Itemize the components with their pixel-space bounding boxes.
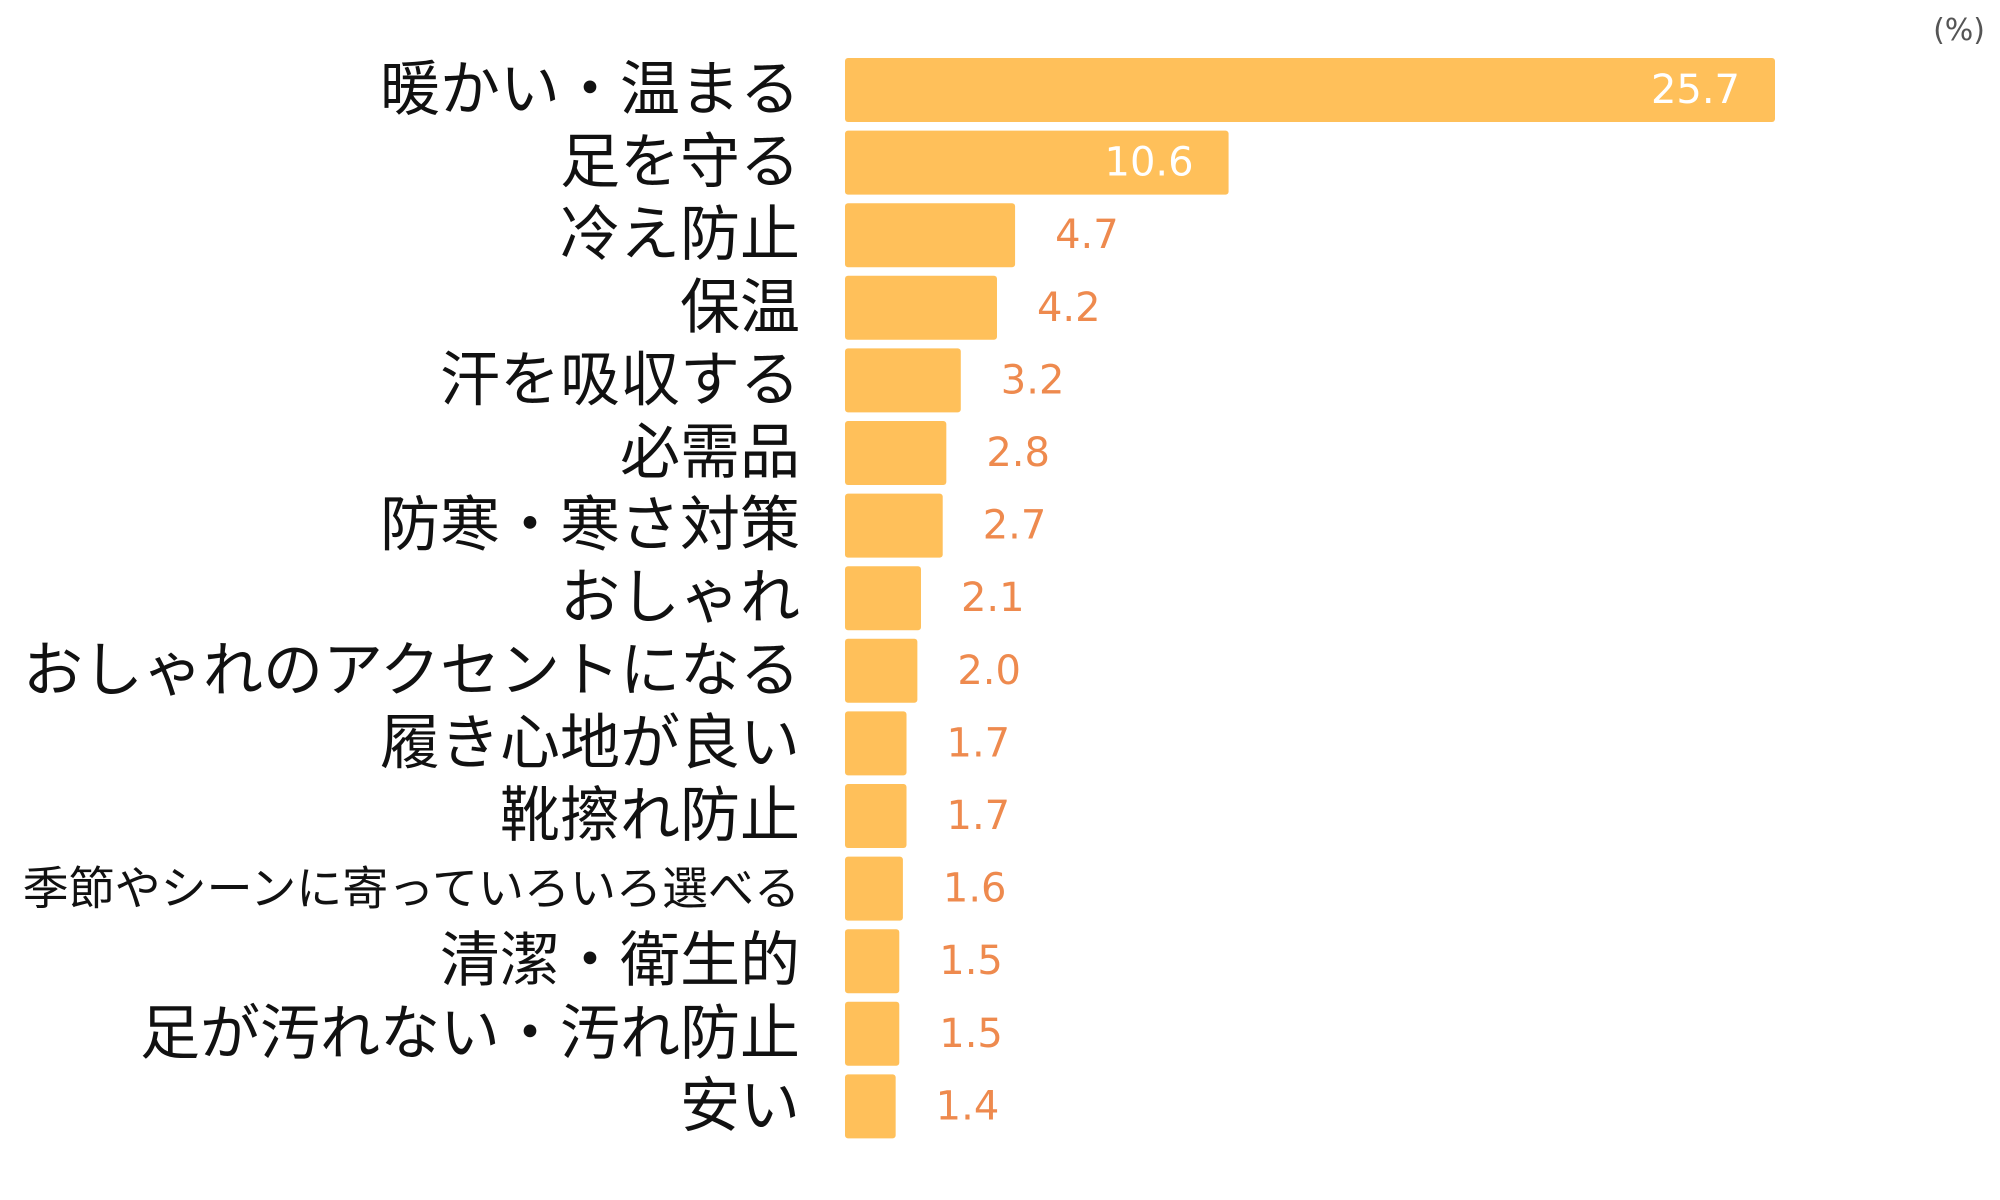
bar <box>845 1001 900 1066</box>
category-label: 冷え防止 <box>560 200 800 270</box>
bar <box>845 784 907 848</box>
value-label: 1.7 <box>947 720 1011 766</box>
value-label: 4.2 <box>1037 285 1101 331</box>
bar <box>845 421 947 485</box>
value-label: 1.6 <box>943 866 1007 912</box>
category-label: 安い <box>680 1071 800 1141</box>
value-label: 2.8 <box>986 430 1050 476</box>
bar <box>845 1074 896 1139</box>
value-label: 2.7 <box>983 503 1047 549</box>
value-label: 4.7 <box>1055 212 1119 258</box>
category-label: 季節やシーンに寄っていろいろ選べる <box>23 862 800 916</box>
bar <box>845 275 997 340</box>
bar <box>845 566 921 631</box>
category-label: おしゃれのアクセントになる <box>23 636 800 706</box>
value-label: 1.5 <box>939 1011 1003 1057</box>
bar <box>845 856 903 921</box>
bar <box>845 203 1016 268</box>
category-label: おしゃれ <box>560 563 800 633</box>
value-label: 1.4 <box>936 1083 1000 1129</box>
bars-group: 暖かい・温まる 25.7 足を守る 10.6 冷え防止 4.7 保温 4.2 汗を吸収する 3.2… <box>23 55 1775 1141</box>
category-label: 汗を吸収する <box>440 345 800 415</box>
category-label: 靴擦れ防止 <box>500 781 800 851</box>
bar <box>845 493 943 558</box>
category-label: 保温 <box>680 273 800 343</box>
bar <box>845 130 1229 195</box>
value-label: 2.1 <box>961 575 1025 621</box>
bar <box>845 348 961 413</box>
bar <box>845 711 907 776</box>
value-label: 3.2 <box>1001 357 1065 403</box>
category-label: 足が汚れない・汚れ防止 <box>140 999 800 1069</box>
unit-label: (%) <box>1933 13 1985 48</box>
bar <box>845 929 900 994</box>
value-label: 1.5 <box>939 938 1003 984</box>
value-label: 10.6 <box>1105 140 1194 186</box>
category-label: 足を守る <box>560 128 800 198</box>
bar <box>845 58 1775 122</box>
category-label: 必需品 <box>620 418 800 488</box>
category-label: 清潔・衛生的 <box>440 926 800 996</box>
category-label: 履き心地が良い <box>380 708 800 778</box>
value-label: 2.0 <box>957 648 1021 694</box>
category-label: 暖かい・温まる <box>380 55 800 125</box>
bar <box>845 638 918 703</box>
category-label: 防寒・寒さ対策 <box>380 491 800 561</box>
value-label: 1.7 <box>947 793 1011 839</box>
value-label: 25.7 <box>1651 67 1740 113</box>
